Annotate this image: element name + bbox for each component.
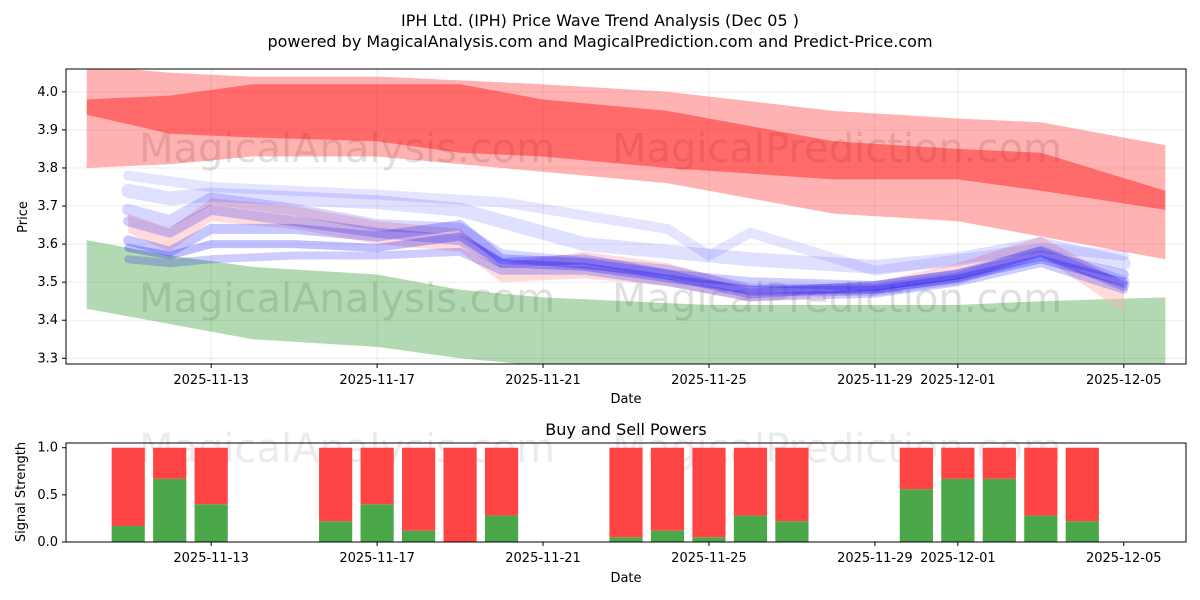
sell-bar: [609, 447, 643, 538]
buy-bar: [194, 504, 228, 542]
wave-line-blue: [124, 232, 1128, 294]
price-grid: [66, 69, 1186, 364]
buy-bar: [941, 478, 975, 542]
price-y-tick-label: 3.8: [37, 161, 58, 176]
buy-sell-ticks: 0.0 0.5 1.0 2025-11-13 2025-11-17 2025-11-21 2…: [37, 441, 1161, 566]
sell-bar: [733, 447, 768, 516]
price-wave-plot: MagicalAnalysis.com MagicalPrediction.co…: [16, 68, 1187, 407]
buy-sell-x-tick-label: 2025-12-01: [920, 551, 996, 566]
sell-bar: [692, 447, 726, 538]
buy-sell-title: Buy and Sell Powers: [545, 420, 707, 439]
buy-sell-x-tick-label: 2025-11-25: [671, 551, 747, 566]
price-x-tick-label: 2025-11-25: [671, 373, 747, 388]
buy-sell-y-tick-label: 0.5: [37, 488, 58, 503]
buy-sell-y-label: Signal Strength: [14, 442, 29, 542]
buy-bar: [609, 537, 643, 542]
chart-title: IPH Ltd. (IPH) Price Wave Trend Analysis…: [401, 11, 799, 30]
price-axes-frame: [65, 68, 1187, 365]
price-x-tick-label: 2025-11-17: [339, 373, 415, 388]
buy-sell-x-label: Date: [610, 571, 641, 586]
buy-sell-plot: Buy and Sell Powers MagicalAnalysis.com …: [14, 420, 1187, 586]
price-y-tick-label: 3.5: [37, 275, 58, 290]
price-x-tick-label: 2025-11-29: [837, 373, 913, 388]
sell-bar: [982, 447, 1016, 479]
buy-bar: [650, 530, 685, 542]
price-y-tick-label: 4.0: [37, 85, 58, 100]
sell-bar: [402, 447, 436, 531]
watermark-text: MagicalAnalysis.com: [139, 126, 555, 172]
wave-band-pink: [128, 198, 1124, 313]
buy-bar: [319, 521, 353, 542]
sell-bar: [650, 447, 685, 531]
wave-band-green: [86, 240, 1166, 364]
buy-bar: [1065, 521, 1099, 542]
sell-bar: [360, 447, 394, 505]
sell-bar: [941, 447, 975, 479]
wave-band-red-core: [86, 84, 1166, 210]
buy-sell-x-tick-label: 2025-11-13: [173, 551, 249, 566]
buy-bar: [1024, 515, 1058, 542]
price-x-label: Date: [610, 392, 641, 407]
sell-bar: [153, 447, 187, 479]
sell-bar: [443, 447, 477, 542]
price-y-tick-label: 3.9: [37, 123, 58, 138]
wave-line-blue: [123, 220, 1129, 299]
price-ticks: 3.3 3.4 3.5 3.6 3.7 3.8 3.9 4.0 2025-11-13 2025-1…: [37, 85, 1161, 388]
buy-bar: [775, 521, 809, 542]
price-x-tick-label: 2025-12-05: [1086, 373, 1162, 388]
buy-sell-axes-frame: [65, 442, 1187, 543]
buy-sell-bars: [111, 447, 1099, 542]
sell-bar: [1065, 447, 1099, 522]
buy-sell-x-tick-label: 2025-11-21: [505, 551, 581, 566]
sell-bar: [484, 447, 519, 516]
buy-bar: [733, 515, 768, 542]
price-x-tick-label: 2025-12-01: [920, 373, 996, 388]
price-y-label: Price: [16, 201, 31, 233]
price-y-tick-label: 3.3: [37, 351, 58, 366]
price-x-tick-label: 2025-11-21: [505, 373, 581, 388]
buy-sell-x-tick-label: 2025-11-29: [837, 551, 913, 566]
sell-bar: [194, 447, 228, 505]
buy-sell-x-tick-label: 2025-12-05: [1086, 551, 1162, 566]
buy-bar: [899, 489, 933, 542]
sell-bar: [899, 447, 933, 490]
wave-line-blue: [121, 183, 1131, 274]
buy-bar: [692, 537, 726, 542]
price-y-tick-label: 3.7: [37, 199, 58, 214]
buy-sell-y-tick-label: 1.0: [37, 441, 58, 456]
sell-bar: [775, 447, 809, 522]
buy-bar: [982, 478, 1016, 542]
wave-line-blue: [122, 192, 1130, 296]
watermark-text: MagicalAnalysis.com: [139, 276, 555, 322]
price-y-tick-label: 3.4: [37, 313, 58, 328]
buy-bar: [484, 515, 519, 542]
wave-line-blue: [124, 247, 1128, 302]
wave-line-blue: [123, 204, 1129, 291]
price-series: [86, 69, 1166, 364]
buy-bar: [153, 478, 187, 542]
sell-bar: [319, 447, 353, 522]
chart-subtitle: powered by MagicalAnalysis.com and Magic…: [267, 32, 932, 51]
sell-bar: [111, 447, 145, 526]
buy-sell-x-tick-label: 2025-11-17: [339, 551, 415, 566]
wave-line-blue: [123, 170, 1129, 276]
sell-bar: [1024, 447, 1058, 516]
buy-sell-y-tick-label: 0.0: [37, 535, 58, 550]
price-y-tick-label: 3.6: [37, 237, 58, 252]
watermark-text: MagicalPrediction.com: [612, 276, 1062, 322]
buy-bar: [360, 504, 394, 542]
buy-bar: [402, 530, 436, 542]
watermark-group: MagicalAnalysis.com MagicalPrediction.co…: [139, 126, 1062, 322]
buy-bar: [111, 525, 145, 542]
price-x-tick-label: 2025-11-13: [173, 373, 249, 388]
wave-band-red-wide: [86, 69, 1166, 260]
watermark-text: MagicalPrediction.com: [612, 126, 1062, 172]
